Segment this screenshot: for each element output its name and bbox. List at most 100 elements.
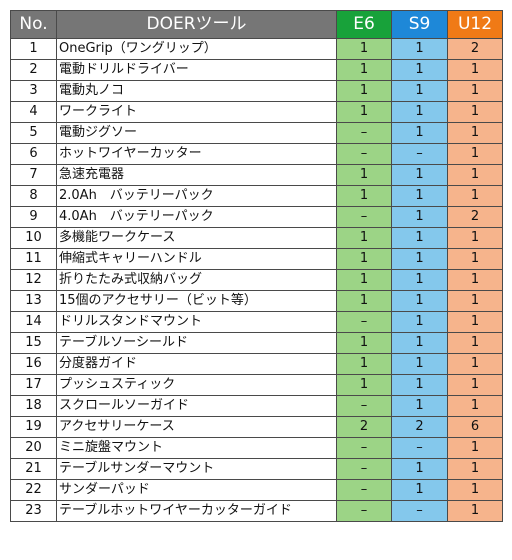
s9-count: 1: [391, 227, 448, 249]
row-number: 22: [10, 479, 57, 501]
table-body: 1 OneGrip（ワングリップ） 1 1 2 2 電動ドリルドライバー 1 1 1 3 電動丸ノコ 1…: [10, 38, 503, 522]
u12-count: 1: [447, 248, 503, 270]
table-row: 13 15個のアクセサリー（ビット等） 1 1 1: [10, 290, 503, 312]
row-number: 10: [10, 227, 57, 249]
s9-count: 1: [391, 395, 448, 417]
s9-count: 1: [391, 164, 448, 186]
e6-count: –: [336, 395, 392, 417]
e6-count: –: [336, 479, 392, 501]
e6-count: –: [336, 206, 392, 228]
s9-count: 1: [391, 101, 448, 123]
s9-count: 1: [391, 59, 448, 81]
tool-name: 伸縮式キャリーハンドル: [56, 248, 337, 270]
s9-count: 1: [391, 80, 448, 102]
tool-name: ワークライト: [56, 101, 337, 123]
table-row: 14 ドリルスタンドマウント –1 1: [10, 311, 503, 333]
row-number: 19: [10, 416, 57, 438]
u12-count: 1: [447, 332, 503, 354]
tool-name: ホットワイヤーカッター: [56, 143, 337, 165]
table-row: 4 ワークライト 1 1 1: [10, 101, 503, 123]
table-row: 17 プッシュスティック 1 1 1: [10, 374, 503, 396]
e6-count: 1: [336, 290, 392, 312]
table-row: 20 ミニ旋盤マウント – –1: [10, 437, 503, 459]
row-number: 20: [10, 437, 57, 459]
header-s9: S9: [391, 10, 448, 39]
row-number: 2: [10, 59, 57, 81]
e6-count: –: [336, 437, 392, 459]
s9-count: 1: [391, 290, 448, 312]
header-no: No.: [10, 10, 57, 39]
row-number: 23: [10, 500, 57, 522]
u12-count: 1: [447, 311, 503, 333]
tool-name: 15個のアクセサリー（ビット等）: [56, 290, 337, 312]
table-row: 16 分度器ガイド 1 1 1: [10, 353, 503, 375]
tool-name: スクロールソーガイド: [56, 395, 337, 417]
e6-count: –: [336, 311, 392, 333]
tool-comparison-table-wrapper: No. DOERツール E6 S9 U12 1 OneGrip（ワングリップ） 1 1…: [10, 10, 503, 522]
tool-name: 電動ジグソー: [56, 122, 337, 144]
row-number: 13: [10, 290, 57, 312]
table-row: 11 伸縮式キャリーハンドル 1 1 1: [10, 248, 503, 270]
tool-name: 急速充電器: [56, 164, 337, 186]
s9-count: 1: [391, 38, 448, 60]
u12-count: 1: [447, 227, 503, 249]
header-e6: E6: [336, 10, 392, 39]
s9-count: 2: [391, 416, 448, 438]
s9-count: 1: [391, 269, 448, 291]
tool-comparison-table: No. DOERツール E6 S9 U12 1 OneGrip（ワングリップ） 1 1…: [10, 10, 503, 522]
header-tool: DOERツール: [56, 10, 337, 39]
table-row: 2 電動ドリルドライバー 1 1 1: [10, 59, 503, 81]
table-row: 18 スクロールソーガイド –1 1: [10, 395, 503, 417]
e6-count: 1: [336, 227, 392, 249]
tool-name: アクセサリーケース: [56, 416, 337, 438]
s9-count: 1: [391, 185, 448, 207]
table-row: 10 多機能ワークケース 1 1 1: [10, 227, 503, 249]
u12-count: 6: [447, 416, 503, 438]
tool-name: 分度器ガイド: [56, 353, 337, 375]
tool-name: テーブルホットワイヤーカッターガイド: [56, 500, 337, 522]
row-number: 11: [10, 248, 57, 270]
u12-count: 2: [447, 206, 503, 228]
u12-count: 1: [447, 437, 503, 459]
tool-name: 電動丸ノコ: [56, 80, 337, 102]
table-row: 22 サンダーパッド –1 1: [10, 479, 503, 501]
s9-count: 1: [391, 311, 448, 333]
tool-name: 2.0Ah バッテリーパック: [56, 185, 337, 207]
table-row: 7 急速充電器 1 1 1: [10, 164, 503, 186]
u12-count: 1: [447, 185, 503, 207]
e6-count: 1: [336, 248, 392, 270]
table-row: 23 テーブルホットワイヤーカッターガイド – –1: [10, 500, 503, 522]
e6-count: 1: [336, 353, 392, 375]
row-number: 6: [10, 143, 57, 165]
tool-name: テーブルサンダーマウント: [56, 458, 337, 480]
table-row: 3 電動丸ノコ 1 1 1: [10, 80, 503, 102]
u12-count: 1: [447, 101, 503, 123]
tool-name: 折りたたみ式収納バッグ: [56, 269, 337, 291]
row-number: 12: [10, 269, 57, 291]
s9-count: 1: [391, 353, 448, 375]
e6-count: 1: [336, 374, 392, 396]
row-number: 15: [10, 332, 57, 354]
e6-count: 1: [336, 59, 392, 81]
e6-count: –: [336, 122, 392, 144]
row-number: 8: [10, 185, 57, 207]
tool-name: サンダーパッド: [56, 479, 337, 501]
row-number: 3: [10, 80, 57, 102]
s9-count: 1: [391, 458, 448, 480]
tool-name: テーブルソーシールド: [56, 332, 337, 354]
table-row: 15 テーブルソーシールド 1 1 1: [10, 332, 503, 354]
header-row: No. DOERツール E6 S9 U12: [10, 10, 503, 39]
row-number: 21: [10, 458, 57, 480]
tool-name: プッシュスティック: [56, 374, 337, 396]
tool-name: 多機能ワークケース: [56, 227, 337, 249]
s9-count: 1: [391, 206, 448, 228]
u12-count: 1: [447, 59, 503, 81]
s9-count: –: [391, 500, 448, 522]
tool-name: ミニ旋盤マウント: [56, 437, 337, 459]
table-row: 6 ホットワイヤーカッター – –1: [10, 143, 503, 165]
table-row: 21 テーブルサンダーマウント –1 1: [10, 458, 503, 480]
u12-count: 1: [447, 269, 503, 291]
row-number: 4: [10, 101, 57, 123]
s9-count: 1: [391, 332, 448, 354]
table-row: 9 4.0Ah バッテリーパック –1 2: [10, 206, 503, 228]
